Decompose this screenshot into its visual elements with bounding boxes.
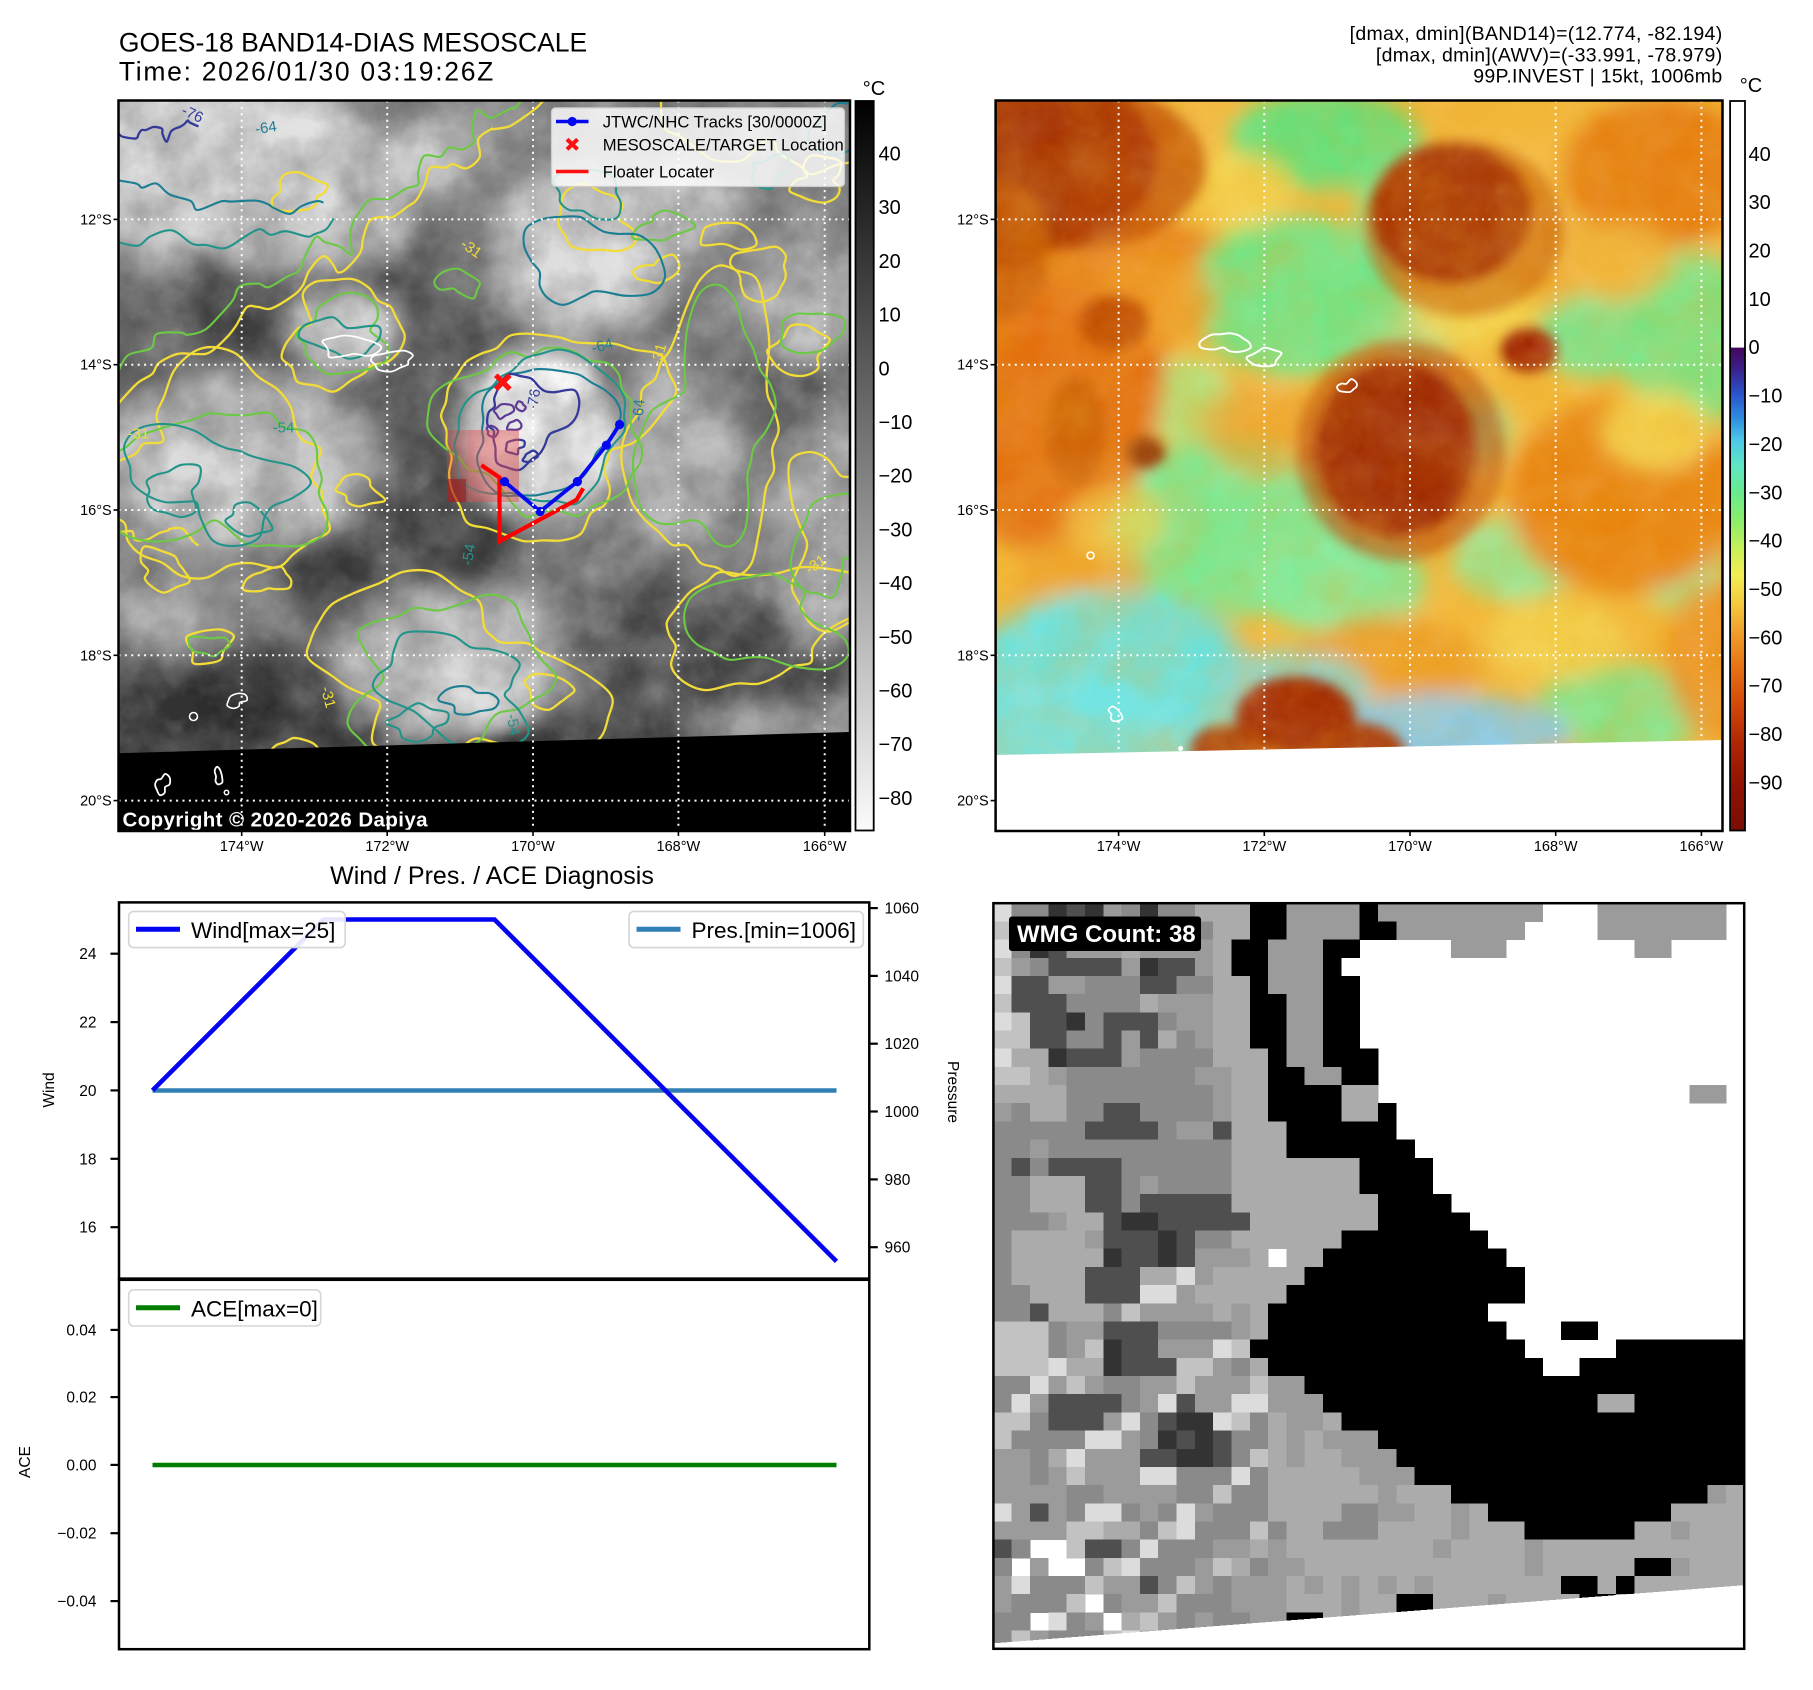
svg-text:GOES-18 BAND14-DIAS MESOSCALE: GOES-18 BAND14-DIAS MESOSCALE — [119, 27, 587, 57]
svg-text:14°S: 14°S — [957, 358, 989, 374]
svg-text:20: 20 — [1749, 241, 1771, 263]
svg-text:−80: −80 — [879, 788, 913, 810]
svg-text:-54: -54 — [503, 713, 524, 737]
svg-text:16°S: 16°S — [80, 503, 112, 519]
svg-text:−0.02: −0.02 — [57, 1526, 96, 1543]
svg-text:°C: °C — [1740, 75, 1762, 97]
svg-text:172°W: 172°W — [365, 839, 409, 855]
svg-text:MESOSCALE/TARGET Location: MESOSCALE/TARGET Location — [603, 135, 844, 154]
svg-text:−30: −30 — [1749, 482, 1783, 504]
svg-text:Wind[max=25]: Wind[max=25] — [191, 918, 335, 943]
svg-text:−40: −40 — [879, 573, 913, 595]
svg-text:Copyright © 2020-2026 Dapiya: Copyright © 2020-2026 Dapiya — [123, 809, 429, 832]
svg-text:14°S: 14°S — [80, 358, 112, 374]
svg-text:0: 0 — [1749, 337, 1760, 359]
svg-text:10: 10 — [1749, 289, 1771, 311]
svg-text:−70: −70 — [879, 734, 913, 756]
svg-text:-64: -64 — [254, 118, 278, 138]
svg-text:Pressure: Pressure — [944, 1061, 961, 1123]
svg-text:40: 40 — [879, 144, 901, 166]
svg-text:−0.04: −0.04 — [57, 1594, 97, 1611]
svg-text:-76: -76 — [524, 388, 545, 412]
svg-text:20: 20 — [879, 251, 901, 273]
svg-text:-64: -64 — [630, 399, 649, 422]
svg-text:16: 16 — [79, 1220, 96, 1237]
svg-text:−20: −20 — [1749, 434, 1783, 456]
svg-text:WMG Count: 38: WMG Count: 38 — [1017, 921, 1196, 948]
svg-text:40: 40 — [1749, 144, 1771, 166]
svg-text:10: 10 — [879, 305, 901, 327]
svg-text:20°S: 20°S — [80, 794, 112, 810]
svg-text:−50: −50 — [879, 627, 913, 649]
svg-text:20: 20 — [79, 1083, 97, 1100]
svg-text:16°S: 16°S — [957, 503, 989, 519]
svg-text:JTWC/NHC Tracks [30/0000Z]: JTWC/NHC Tracks [30/0000Z] — [603, 112, 827, 131]
svg-text:Floater Locater: Floater Locater — [603, 162, 715, 181]
svg-text:24: 24 — [79, 946, 97, 963]
svg-text:172°W: 172°W — [1242, 839, 1286, 855]
svg-text:0.04: 0.04 — [66, 1322, 97, 1339]
svg-text:174°W: 174°W — [220, 839, 264, 855]
svg-text:168°W: 168°W — [1534, 839, 1578, 855]
svg-text:12°S: 12°S — [80, 212, 112, 228]
svg-text:−70: −70 — [1749, 676, 1783, 698]
svg-text:−30: −30 — [879, 519, 913, 541]
svg-text:−50: −50 — [1749, 579, 1783, 601]
svg-text:−60: −60 — [1749, 627, 1783, 649]
svg-text:166°W: 166°W — [1680, 839, 1724, 855]
svg-text:[dmax, dmin](AWV)=(-33.991, -7: [dmax, dmin](AWV)=(-33.991, -78.979) — [1376, 44, 1723, 66]
svg-text:18°S: 18°S — [957, 648, 989, 664]
svg-text:-54: -54 — [459, 543, 480, 567]
svg-text:980: 980 — [885, 1172, 911, 1189]
svg-text:168°W: 168°W — [657, 839, 701, 855]
svg-text:166°W: 166°W — [803, 839, 847, 855]
svg-text:−40: −40 — [1749, 531, 1783, 553]
svg-text:−10: −10 — [1749, 386, 1783, 408]
svg-text:−90: −90 — [1749, 772, 1783, 794]
svg-text:ACE: ACE — [17, 1446, 34, 1478]
svg-text:−80: −80 — [1749, 724, 1783, 746]
svg-text:-31: -31 — [128, 426, 150, 443]
svg-text:1040: 1040 — [885, 968, 920, 985]
svg-text:ACE[max=0]: ACE[max=0] — [191, 1296, 318, 1321]
svg-text:22: 22 — [79, 1015, 96, 1032]
svg-text:0.00: 0.00 — [66, 1457, 97, 1474]
svg-text:-31: -31 — [317, 685, 339, 710]
svg-text:960: 960 — [885, 1240, 911, 1257]
svg-text:[dmax, dmin](BAND14)=(12.774,: [dmax, dmin](BAND14)=(12.774, -82.194) — [1350, 23, 1723, 45]
svg-text:18°S: 18°S — [80, 648, 112, 664]
svg-text:18: 18 — [79, 1151, 96, 1168]
svg-text:-64: -64 — [590, 335, 615, 357]
svg-text:30: 30 — [879, 197, 901, 219]
svg-text:Wind: Wind — [41, 1072, 58, 1107]
svg-text:Time: 2026/01/30 03:19:26Z: Time: 2026/01/30 03:19:26Z — [119, 56, 495, 86]
svg-text:12°S: 12°S — [957, 212, 989, 228]
svg-text:−10: −10 — [879, 412, 913, 434]
svg-text:−20: −20 — [879, 466, 913, 488]
svg-text:174°W: 174°W — [1097, 839, 1141, 855]
svg-text:30: 30 — [1749, 192, 1771, 214]
svg-text:20°S: 20°S — [957, 794, 989, 810]
svg-text:°C: °C — [863, 78, 885, 100]
svg-text:−60: −60 — [879, 681, 913, 703]
svg-text:0.02: 0.02 — [66, 1390, 96, 1407]
svg-text:Pres.[min=1006]: Pres.[min=1006] — [692, 918, 856, 943]
svg-text:-31: -31 — [648, 342, 670, 367]
svg-text:1060: 1060 — [885, 901, 920, 918]
svg-text:170°W: 170°W — [1388, 839, 1432, 855]
svg-text:1020: 1020 — [885, 1036, 920, 1053]
svg-text:0: 0 — [879, 358, 890, 380]
svg-text:-54: -54 — [273, 420, 295, 437]
svg-text:1000: 1000 — [885, 1104, 920, 1121]
svg-text:Wind / Pres. / ACE Diagnosis: Wind / Pres. / ACE Diagnosis — [330, 862, 654, 890]
svg-text:99P.INVEST | 15kt, 1006mb: 99P.INVEST | 15kt, 1006mb — [1473, 66, 1722, 88]
svg-text:170°W: 170°W — [511, 839, 555, 855]
